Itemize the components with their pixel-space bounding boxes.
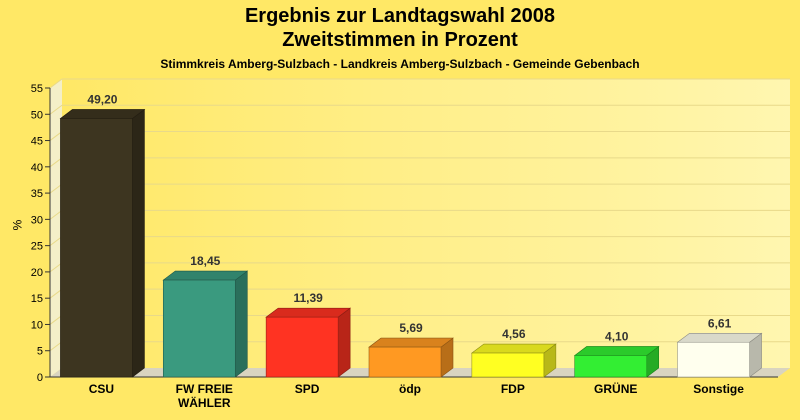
bar-top	[59, 109, 146, 119]
grid-line-side	[49, 262, 63, 273]
y-tick-label: 20	[31, 267, 43, 279]
bar-side	[234, 270, 248, 378]
x-tick-label: FW FREIE	[176, 382, 233, 396]
y-tick-label: 35	[31, 188, 43, 200]
y-tick-label: 40	[31, 162, 43, 174]
bar	[265, 316, 339, 378]
bar	[162, 279, 236, 378]
chart-subtitle: Zweitstimmen in Prozent	[282, 29, 518, 51]
y-tick-label: 5	[37, 346, 43, 358]
title-block: Ergebnis zur Landtagswahl 2008 Zweitstim…	[0, 4, 800, 71]
bar-value-label: 5,69	[399, 321, 423, 335]
x-tick-label: SPD	[295, 382, 320, 396]
bar-top	[470, 343, 557, 354]
bar	[368, 346, 442, 378]
y-tick-label: 10	[31, 319, 43, 331]
x-tick-label: CSU	[89, 382, 114, 396]
grid-line-side	[49, 183, 63, 194]
grid-line-side	[49, 78, 63, 89]
bar-top	[265, 307, 352, 318]
grid-line-side	[49, 288, 63, 299]
x-tick-label: Sonstige	[693, 382, 744, 396]
grid-line-side	[49, 341, 63, 352]
bar	[574, 355, 648, 378]
bar-value-label: 6,61	[708, 316, 732, 330]
chart-caption: Stimmkreis Amberg-Sulzbach - Landkreis A…	[160, 57, 640, 71]
x-tick-label: GRÜNE	[594, 381, 637, 396]
grid-line-side	[49, 315, 63, 325]
y-tick-label: 55	[31, 83, 43, 95]
y-tick-label: 0	[37, 372, 43, 384]
bar-value-label: 4,56	[502, 327, 526, 341]
x-tick-label: FDP	[501, 382, 525, 396]
y-tick-label: 50	[31, 109, 43, 121]
bar-value-label: 18,45	[190, 254, 220, 268]
bar-top	[676, 332, 763, 343]
bar-value-label: 4,10	[605, 329, 629, 343]
bar	[471, 352, 545, 378]
y-tick-label: 30	[31, 214, 43, 226]
y-tick-label: 15	[31, 293, 43, 305]
y-tick-label: 45	[31, 136, 43, 148]
x-tick-label: WÄHLER	[178, 395, 231, 410]
bar-top	[368, 337, 454, 348]
y-tick-label: 25	[31, 241, 43, 253]
bar-top	[162, 270, 249, 281]
bar-value-label: 11,39	[293, 291, 323, 305]
grid-line-side	[49, 209, 63, 220]
bar-value-label: 49,20	[87, 92, 117, 106]
bar	[677, 341, 750, 378]
chart-title: Ergebnis zur Landtagswahl 2008	[244, 5, 556, 27]
grid-line-side	[49, 131, 63, 141]
x-tick-label: ödp	[399, 382, 421, 396]
bar	[60, 118, 133, 378]
bar-side	[337, 307, 351, 378]
grid-line-side	[49, 157, 63, 168]
left-wall	[50, 79, 62, 377]
bar-side	[132, 108, 145, 378]
bar-top	[573, 346, 660, 356]
grid-line-side	[49, 236, 63, 247]
plot-area: 0 5 10 15 20 25 30 35 40 45 50 55 49,20 CSU 18,45 FW FR…	[31, 78, 790, 410]
grid-line-side	[49, 104, 63, 115]
